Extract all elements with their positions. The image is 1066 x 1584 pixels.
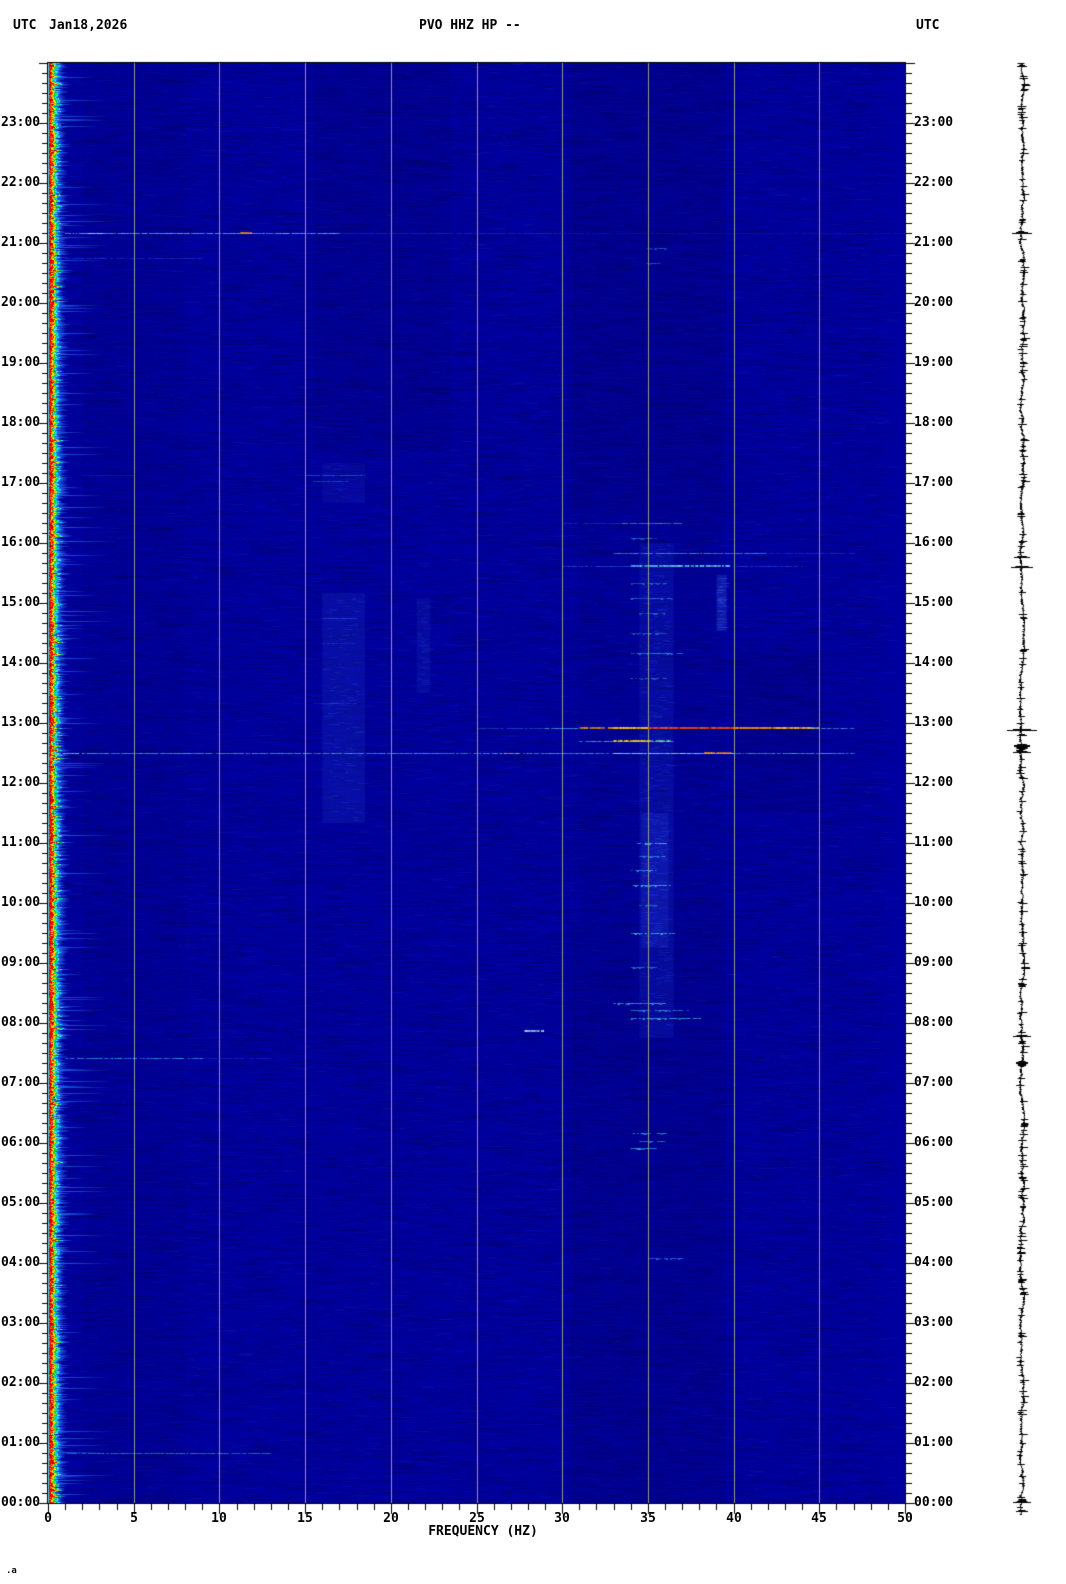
time-label-right-10:00: 10:00 [914, 895, 954, 910]
freq-label-5: 5 [130, 1511, 138, 1526]
time-label-right-16:00: 16:00 [914, 535, 954, 550]
freq-label-35: 35 [640, 1511, 656, 1526]
utc-label-left: UTC [13, 18, 37, 33]
freq-label-40: 40 [726, 1511, 742, 1526]
time-label-right-01:00: 01:00 [914, 1435, 954, 1450]
freq-label-25: 25 [469, 1511, 485, 1526]
time-label-right-11:00: 11:00 [914, 835, 954, 850]
time-label-right-08:00: 08:00 [914, 1015, 954, 1030]
time-label-right-02:00: 02:00 [914, 1375, 954, 1390]
freq-label-45: 45 [811, 1511, 827, 1526]
time-label-right-23:00: 23:00 [914, 115, 954, 130]
time-label-left-21:00: 21:00 [1, 235, 41, 250]
time-label-right-17:00: 17:00 [914, 475, 954, 490]
date-label: Jan18,2026 [49, 18, 128, 33]
time-label-left-13:00: 13:00 [1, 715, 41, 730]
time-label-left-22:00: 22:00 [1, 175, 41, 190]
time-label-right-07:00: 07:00 [914, 1075, 954, 1090]
time-label-left-17:00: 17:00 [1, 475, 41, 490]
freq-label-50: 50 [897, 1511, 913, 1526]
time-label-right-18:00: 18:00 [914, 415, 954, 430]
time-label-left-04:00: 04:00 [1, 1255, 41, 1270]
time-label-left-09:00: 09:00 [1, 955, 41, 970]
time-label-left-18:00: 18:00 [1, 415, 41, 430]
time-label-left-02:00: 02:00 [1, 1375, 41, 1390]
time-label-right-04:00: 04:00 [914, 1255, 954, 1270]
x-axis-title: FREQUENCY (HZ) [428, 1524, 538, 1539]
freq-label-20: 20 [383, 1511, 399, 1526]
time-label-left-08:00: 08:00 [1, 1015, 41, 1030]
time-label-right-20:00: 20:00 [914, 295, 954, 310]
time-label-left-11:00: 11:00 [1, 835, 41, 850]
time-label-left-15:00: 15:00 [1, 595, 41, 610]
time-label-right-21:00: 21:00 [914, 235, 954, 250]
time-label-left-05:00: 05:00 [1, 1195, 41, 1210]
time-label-right-13:00: 13:00 [914, 715, 954, 730]
time-label-left-00:00: 00:00 [1, 1495, 41, 1510]
time-label-right-14:00: 14:00 [914, 655, 954, 670]
time-label-right-15:00: 15:00 [914, 595, 954, 610]
time-label-left-03:00: 03:00 [1, 1315, 41, 1330]
time-label-right-12:00: 12:00 [914, 775, 954, 790]
freq-label-10: 10 [211, 1511, 227, 1526]
time-label-right-06:00: 06:00 [914, 1135, 954, 1150]
time-label-right-22:00: 22:00 [914, 175, 954, 190]
time-label-left-23:00: 23:00 [1, 115, 41, 130]
time-label-right-19:00: 19:00 [914, 355, 954, 370]
time-label-left-20:00: 20:00 [1, 295, 41, 310]
time-label-left-01:00: 01:00 [1, 1435, 41, 1450]
time-label-right-09:00: 09:00 [914, 955, 954, 970]
time-label-left-10:00: 10:00 [1, 895, 41, 910]
time-label-right-03:00: 03:00 [914, 1315, 954, 1330]
time-label-right-05:00: 05:00 [914, 1195, 954, 1210]
time-label-left-06:00: 06:00 [1, 1135, 41, 1150]
time-label-left-16:00: 16:00 [1, 535, 41, 550]
time-label-right-00:00: 00:00 [914, 1495, 954, 1510]
corner-artifact: .a [6, 1566, 17, 1576]
freq-label-15: 15 [297, 1511, 313, 1526]
time-label-left-07:00: 07:00 [1, 1075, 41, 1090]
time-label-left-12:00: 12:00 [1, 775, 41, 790]
page-title: PVO HHZ HP -- [419, 18, 521, 33]
time-label-left-14:00: 14:00 [1, 655, 41, 670]
freq-label-0: 0 [44, 1511, 52, 1526]
time-label-left-19:00: 19:00 [1, 355, 41, 370]
freq-label-30: 30 [554, 1511, 570, 1526]
utc-label-right: UTC [916, 18, 940, 33]
